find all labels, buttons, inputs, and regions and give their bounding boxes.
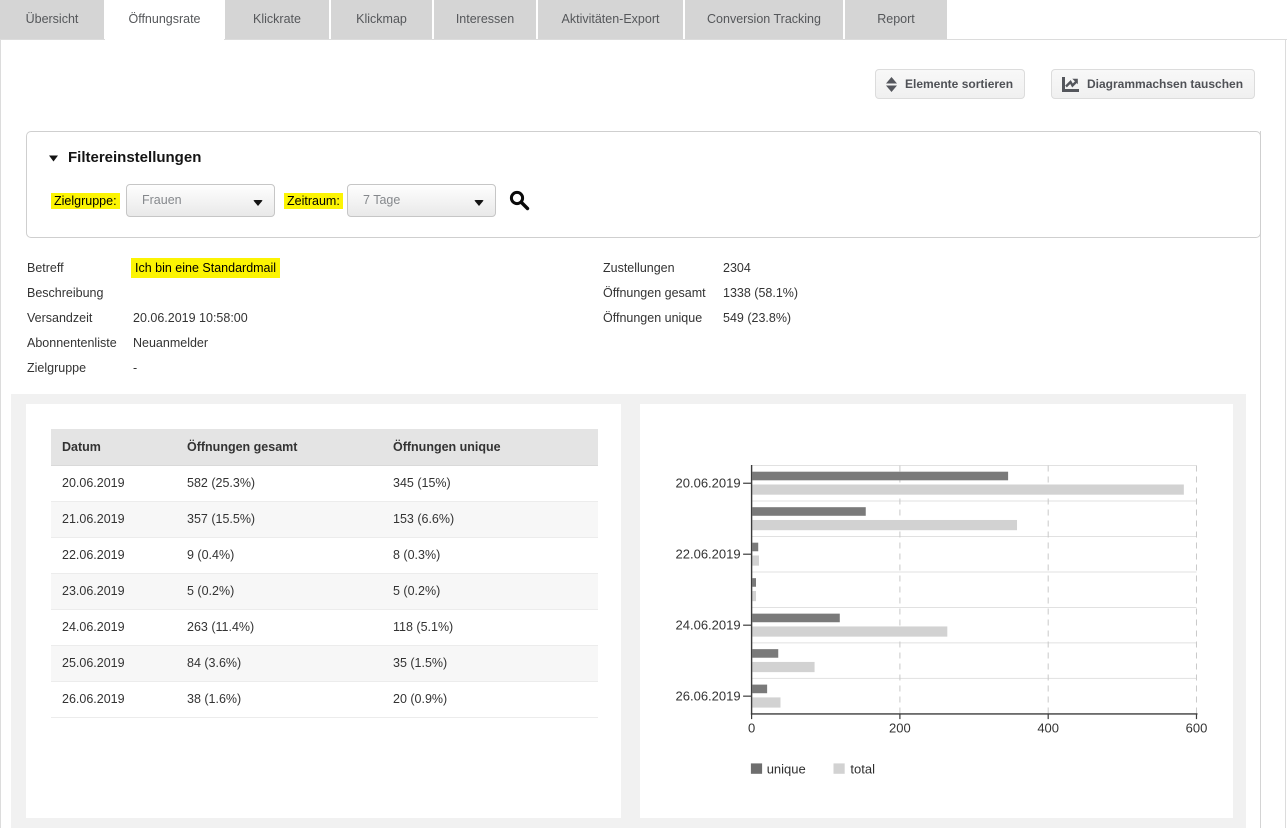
svg-text:0: 0 [748, 721, 755, 736]
svg-text:200: 200 [889, 721, 911, 736]
svg-text:24.06.2019: 24.06.2019 [676, 618, 741, 633]
svg-text:20.06.2019: 20.06.2019 [676, 476, 741, 491]
svg-text:22.06.2019: 22.06.2019 [676, 547, 741, 562]
svg-text:400: 400 [1037, 721, 1059, 736]
svg-text:total: total [850, 762, 875, 777]
svg-text:600: 600 [1186, 721, 1208, 736]
svg-text:unique: unique [767, 762, 806, 777]
svg-text:26.06.2019: 26.06.2019 [676, 689, 741, 704]
